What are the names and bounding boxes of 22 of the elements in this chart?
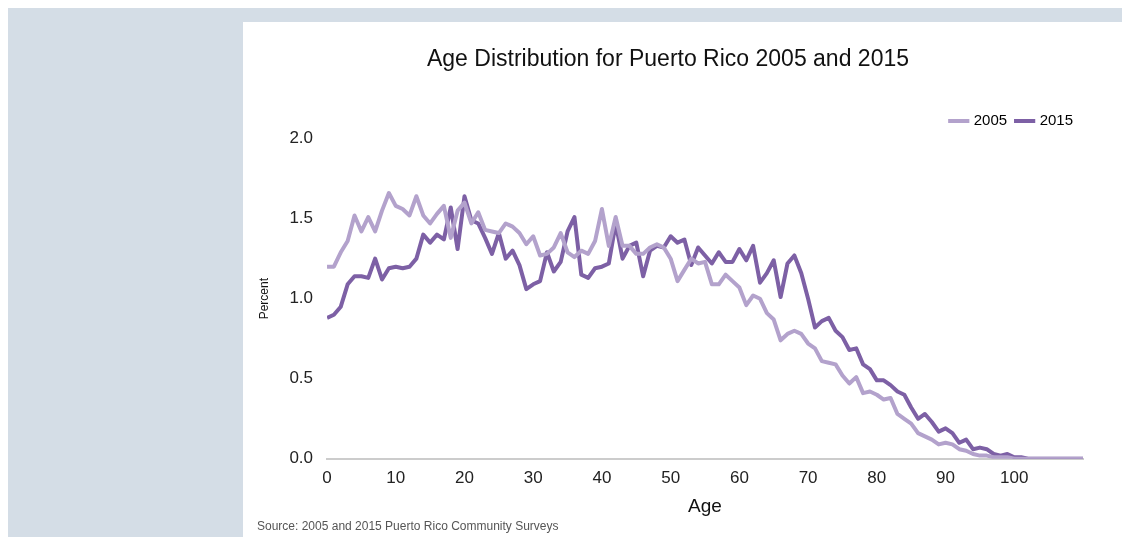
chart-title: Age Distribution for Puerto Rico 2005 and 2015 [426, 45, 910, 72]
legend-label: 2005 [973, 111, 1008, 129]
x-tick-label: 60 [729, 467, 749, 487]
x-tick-label: 80 [867, 467, 887, 487]
y-tick-label: 0.5 [289, 368, 314, 388]
x-tick-label: 50 [661, 467, 681, 487]
x-axis-title: Age [688, 494, 722, 516]
y-tick-label: 2.0 [289, 128, 314, 148]
x-tick-label: 0 [322, 467, 332, 487]
legend-label: 2015 [1039, 111, 1074, 129]
x-tick-label: 20 [455, 467, 474, 487]
x-tick-label: 70 [798, 467, 818, 487]
x-tick-label: 10 [386, 467, 406, 487]
x-tick-label: 30 [523, 467, 543, 487]
y-axis-title: Percent [256, 277, 271, 320]
source-note: Source: 2005 and 2015 Puerto Rico Community Surveys [257, 519, 559, 533]
x-tick-label: 40 [592, 467, 612, 487]
y-tick-label: 0.0 [289, 448, 314, 468]
y-tick-label: 1.0 [289, 288, 314, 308]
x-tick-label: 100 [1000, 467, 1029, 487]
y-tick-label: 1.5 [289, 208, 314, 228]
x-tick-label: 90 [936, 467, 956, 487]
